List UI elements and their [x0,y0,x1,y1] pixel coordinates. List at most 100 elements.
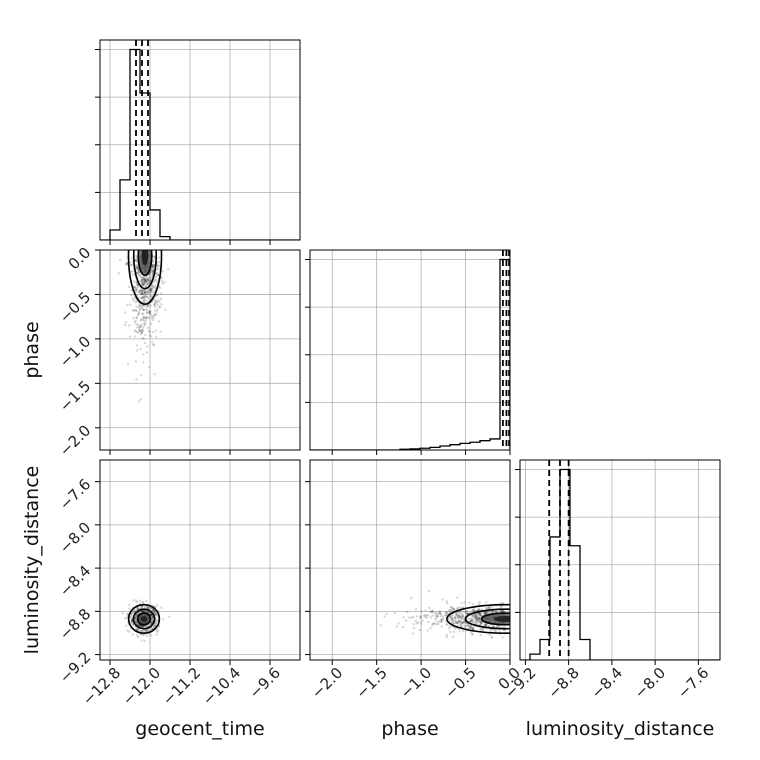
scatter-point [145,280,148,283]
scatter-point [462,620,465,624]
scatter-point [448,609,451,612]
x-tick-label: −12.0 [119,664,164,709]
scatter-point [475,619,478,622]
scatter-point [458,606,461,609]
scatter-point [478,603,481,606]
scatter-point [156,293,159,296]
hist-panel-geocent-time [95,39,301,245]
scatter-point [471,620,474,624]
x-tick-label: −9.6 [246,664,284,702]
scatter-point [135,622,139,625]
scatter-point [438,620,441,623]
scatter-point [144,295,147,298]
scatter-point [492,624,495,628]
scatter-point [154,286,157,289]
y-tick-label: −8.8 [56,605,94,643]
scatter-point [136,313,140,316]
scatter-point [151,284,154,287]
scatter-panel-phase-luminosity-distance [305,459,511,665]
scatter-point [134,301,137,304]
y-axis-label-luminosity-distance: luminosity_distance [21,466,43,655]
scatter-point [412,623,415,626]
scatter-point [453,622,456,625]
scatter-point [130,263,133,267]
scatter-point [152,331,155,334]
scatter-point [156,264,159,267]
scatter-point [490,610,493,614]
scatter-point [139,288,142,291]
scatter-point [479,614,483,617]
scatter-point [144,290,148,294]
scatter-point [142,319,145,322]
scatter-point [130,263,133,267]
scatter-point [155,272,159,275]
scatter-point [144,278,147,281]
scatter-point [487,606,490,609]
scatter-point [136,628,139,631]
y-tick-label: −8.4 [56,562,94,600]
scatter-point [154,301,157,304]
scatter-point [143,279,146,282]
scatter-point [142,610,145,613]
scatter-point [153,302,156,306]
scatter-point [139,318,143,322]
scatter-point [153,284,156,287]
scatter-point [151,286,154,289]
scatter-point [426,629,429,632]
scatter-point [150,314,154,318]
scatter-point [153,625,157,628]
scatter-point [453,630,456,634]
scatter-point [436,612,440,616]
scatter-point [436,615,439,618]
scatter-point [412,626,416,630]
scatter-point [145,279,149,283]
scatter-point [142,316,145,319]
scatter-point [479,628,483,631]
scatter-point [148,310,151,314]
scatter-point [478,613,482,616]
scatter-point [144,333,147,337]
scatter-point [461,616,464,619]
histogram [520,468,720,660]
scatter-point [472,609,476,612]
scatter-point [143,281,147,284]
ticks [95,249,271,455]
scatter-point [135,344,139,347]
panel-frame [309,249,511,451]
scatter-point [138,624,141,627]
scatter-point [419,616,423,619]
scatter-point [458,620,461,623]
scatter-point [139,347,142,351]
scatter-point [410,597,413,600]
scatter-point [483,611,486,615]
scatter-point [472,626,475,629]
scatter-point [152,343,155,346]
scatter-point [454,621,457,624]
scatter-point [474,613,477,616]
scatter-point [412,615,415,619]
scatter-point [135,259,139,263]
scatter-point [450,617,454,621]
scatter-point [150,621,153,625]
histogram [310,258,510,450]
scatter-point [141,313,144,316]
x-axis-label-luminosity-distance: luminosity_distance [526,718,715,740]
scatter-point [479,620,482,623]
scatter-point [135,613,138,617]
scatter-point [137,323,140,327]
scatter-point [136,272,139,275]
scatter-point [140,280,144,283]
scatter-point [433,622,436,625]
scatter-point [414,608,418,611]
scatter-point [128,335,132,338]
scatter-point [130,269,134,273]
scatter-point [150,617,154,621]
scatter-point [439,620,442,623]
scatter-point [154,300,158,303]
scatter-point [471,627,475,630]
scatter-point [164,308,167,311]
scatter-point [156,308,159,311]
scatter-point [148,312,152,316]
scatter-point [140,279,144,282]
scatter-point [136,284,140,287]
